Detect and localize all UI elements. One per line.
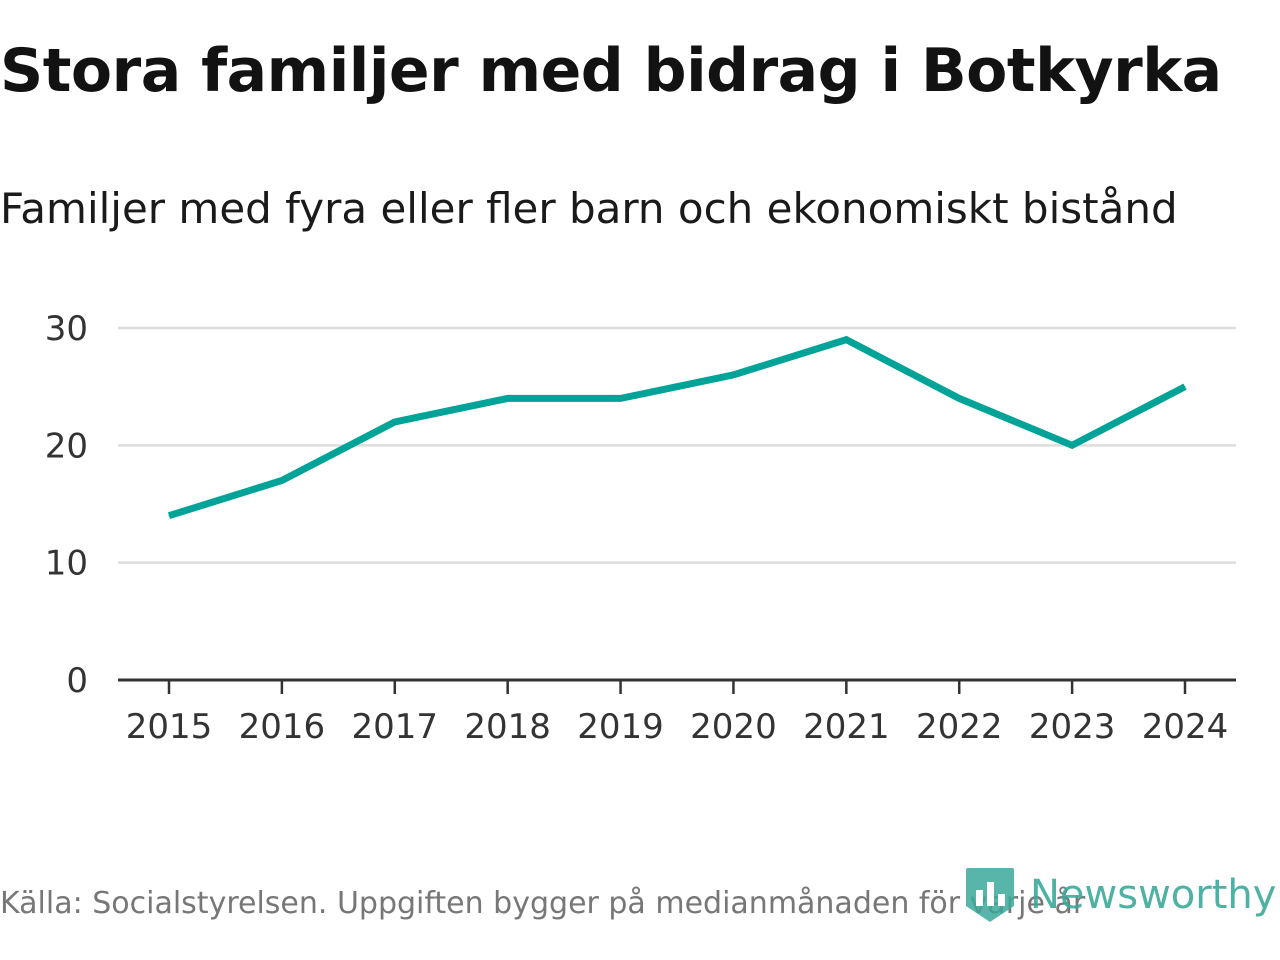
x-tick-label-2016: 2016 bbox=[239, 707, 326, 747]
data-point-2018 bbox=[507, 397, 509, 399]
source-note: Källa: Socialstyrelsen. Uppgiften bygger… bbox=[0, 886, 1086, 921]
data-point-2021 bbox=[845, 339, 847, 341]
x-tick-label-2019: 2019 bbox=[577, 707, 664, 747]
y-axis-ticks: 0 10 20 30 bbox=[45, 309, 88, 701]
y-tick-label-10: 10 bbox=[45, 544, 88, 584]
brand-name: Newsworthy bbox=[1030, 872, 1277, 918]
x-tick-label-2020: 2020 bbox=[690, 707, 777, 747]
newsworthy-logo: Newsworthy bbox=[964, 862, 1276, 928]
y-tick-label-0: 0 bbox=[66, 661, 88, 701]
data-point-2017 bbox=[394, 421, 396, 423]
chart-title: Stora familjer med bidrag i Botkyrka bbox=[0, 36, 1222, 106]
data-point-2019 bbox=[620, 397, 622, 399]
data-point-2022 bbox=[958, 397, 960, 399]
x-tick-label-2021: 2021 bbox=[803, 707, 890, 747]
data-point-2015 bbox=[168, 515, 170, 517]
data-point-2020 bbox=[732, 374, 734, 376]
x-tick-label-2024: 2024 bbox=[1142, 707, 1229, 747]
y-tick-label-30: 30 bbox=[45, 309, 88, 349]
x-tick-label-2022: 2022 bbox=[916, 707, 1003, 747]
data-point-2023 bbox=[1071, 444, 1073, 446]
x-axis: 2015 2016 2017 2018 2019 2020 2021 2022 2023 2024 bbox=[118, 678, 1236, 747]
series-layer bbox=[167, 335, 1187, 520]
line-chart: 0 10 20 30 2015 2016 2017 2018 2019 2020 2021 2022… bbox=[45, 309, 1236, 747]
x-tick-label-2017: 2017 bbox=[352, 707, 439, 747]
data-point-2024 bbox=[1184, 386, 1186, 388]
x-tick-label-2015: 2015 bbox=[126, 707, 213, 747]
series-line-0 bbox=[167, 335, 1187, 520]
data-point-2016 bbox=[281, 480, 283, 482]
gridlines bbox=[118, 326, 1236, 564]
x-tick-label-2018: 2018 bbox=[464, 707, 551, 747]
x-tick-label-2023: 2023 bbox=[1029, 707, 1116, 747]
chart-subtitle: Familjer med fyra eller fler barn och ek… bbox=[0, 184, 1178, 233]
y-tick-label-20: 20 bbox=[45, 426, 88, 466]
newsworthy-logo-icon bbox=[964, 866, 1016, 924]
